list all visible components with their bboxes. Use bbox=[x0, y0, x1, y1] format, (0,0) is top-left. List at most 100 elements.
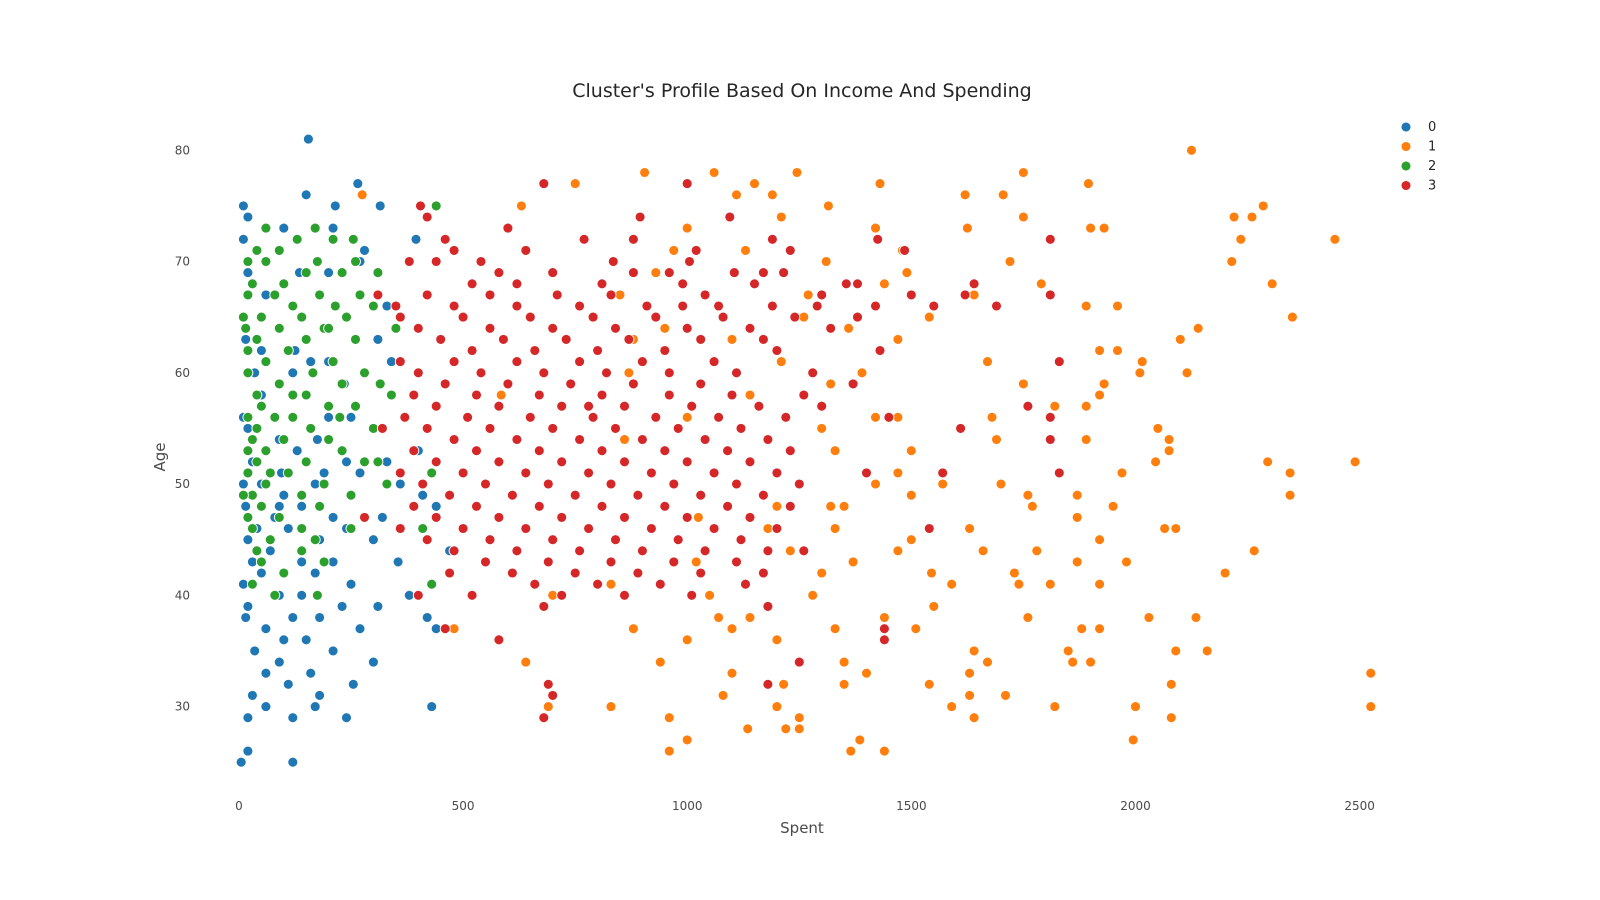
data-point bbox=[668, 556, 680, 568]
data-point bbox=[726, 623, 738, 635]
data-point bbox=[237, 200, 249, 212]
data-point bbox=[905, 445, 917, 457]
data-point bbox=[511, 545, 523, 557]
data-point bbox=[713, 612, 725, 623]
data-point bbox=[964, 667, 976, 679]
data-point bbox=[457, 467, 469, 479]
data-point bbox=[359, 456, 370, 468]
data-point bbox=[444, 567, 456, 579]
data-point bbox=[520, 467, 532, 479]
data-point bbox=[1044, 233, 1056, 245]
data-point bbox=[847, 378, 859, 390]
data-point bbox=[845, 745, 857, 757]
data-point bbox=[650, 267, 662, 279]
data-point bbox=[242, 345, 254, 356]
data-point bbox=[520, 244, 532, 256]
data-point bbox=[372, 456, 384, 468]
data-point bbox=[309, 701, 321, 713]
data-point bbox=[843, 322, 855, 334]
data-point bbox=[596, 389, 608, 401]
data-point bbox=[744, 612, 756, 623]
data-point bbox=[583, 467, 595, 479]
data-point bbox=[905, 489, 917, 501]
data-point bbox=[282, 523, 294, 534]
data-point bbox=[668, 244, 680, 256]
data-point bbox=[538, 367, 550, 379]
data-point bbox=[394, 356, 406, 368]
data-point bbox=[659, 345, 671, 356]
data-point bbox=[493, 400, 505, 412]
data-point bbox=[300, 456, 312, 468]
data-point bbox=[273, 322, 285, 334]
data-point bbox=[329, 200, 341, 212]
data-point bbox=[1226, 256, 1238, 267]
data-point bbox=[820, 256, 832, 267]
data-point bbox=[569, 567, 581, 579]
data-point bbox=[372, 600, 384, 612]
data-point bbox=[394, 523, 406, 534]
data-point bbox=[260, 222, 272, 234]
data-point bbox=[816, 567, 828, 579]
data-point bbox=[1186, 144, 1197, 156]
data-point bbox=[742, 723, 754, 735]
x-axis-label: Spent bbox=[780, 819, 824, 837]
data-point bbox=[242, 422, 254, 434]
data-point bbox=[466, 345, 478, 356]
data-point bbox=[838, 678, 850, 690]
data-point bbox=[771, 345, 783, 356]
data-point bbox=[1031, 545, 1043, 557]
data-point bbox=[605, 556, 617, 568]
data-point bbox=[251, 456, 263, 468]
data-point bbox=[296, 311, 308, 323]
data-point bbox=[699, 545, 711, 557]
data-point bbox=[287, 712, 299, 724]
data-point bbox=[968, 645, 980, 657]
data-point bbox=[475, 367, 487, 379]
data-point bbox=[771, 701, 783, 713]
data-point bbox=[1044, 578, 1056, 590]
data-point bbox=[636, 545, 648, 557]
data-point bbox=[403, 256, 415, 267]
data-point bbox=[278, 222, 290, 234]
data-point bbox=[246, 489, 258, 501]
data-point bbox=[302, 133, 314, 145]
data-point bbox=[314, 500, 326, 512]
data-point bbox=[901, 267, 913, 279]
data-point bbox=[1017, 378, 1029, 390]
data-point bbox=[511, 278, 523, 290]
y-axis-label: Age bbox=[151, 442, 169, 471]
data-point bbox=[838, 500, 850, 512]
data-point bbox=[246, 434, 258, 445]
data-point bbox=[255, 556, 267, 568]
data-point bbox=[309, 534, 321, 546]
data-point bbox=[329, 300, 341, 312]
data-point bbox=[260, 478, 272, 490]
data-point bbox=[309, 567, 321, 579]
data-point bbox=[829, 623, 841, 635]
data-point bbox=[448, 434, 460, 445]
data-point bbox=[327, 556, 339, 568]
data-point bbox=[412, 589, 424, 601]
legend-marker bbox=[1400, 160, 1412, 172]
data-point bbox=[659, 445, 671, 457]
data-point bbox=[852, 311, 863, 323]
data-point bbox=[260, 445, 272, 457]
data-point bbox=[311, 256, 323, 267]
series-2-points bbox=[237, 200, 442, 601]
data-point bbox=[1026, 500, 1038, 512]
data-point bbox=[650, 411, 662, 423]
data-point bbox=[323, 322, 335, 334]
data-point bbox=[1017, 211, 1029, 223]
data-point bbox=[314, 289, 326, 301]
data-point bbox=[1174, 333, 1186, 345]
data-point bbox=[731, 556, 742, 568]
data-point bbox=[619, 511, 630, 523]
data-point bbox=[959, 289, 971, 301]
data-point bbox=[762, 523, 774, 534]
data-point bbox=[448, 545, 460, 557]
data-point bbox=[784, 500, 796, 512]
data-point bbox=[345, 523, 357, 534]
data-point bbox=[838, 656, 850, 668]
data-point bbox=[327, 233, 339, 245]
